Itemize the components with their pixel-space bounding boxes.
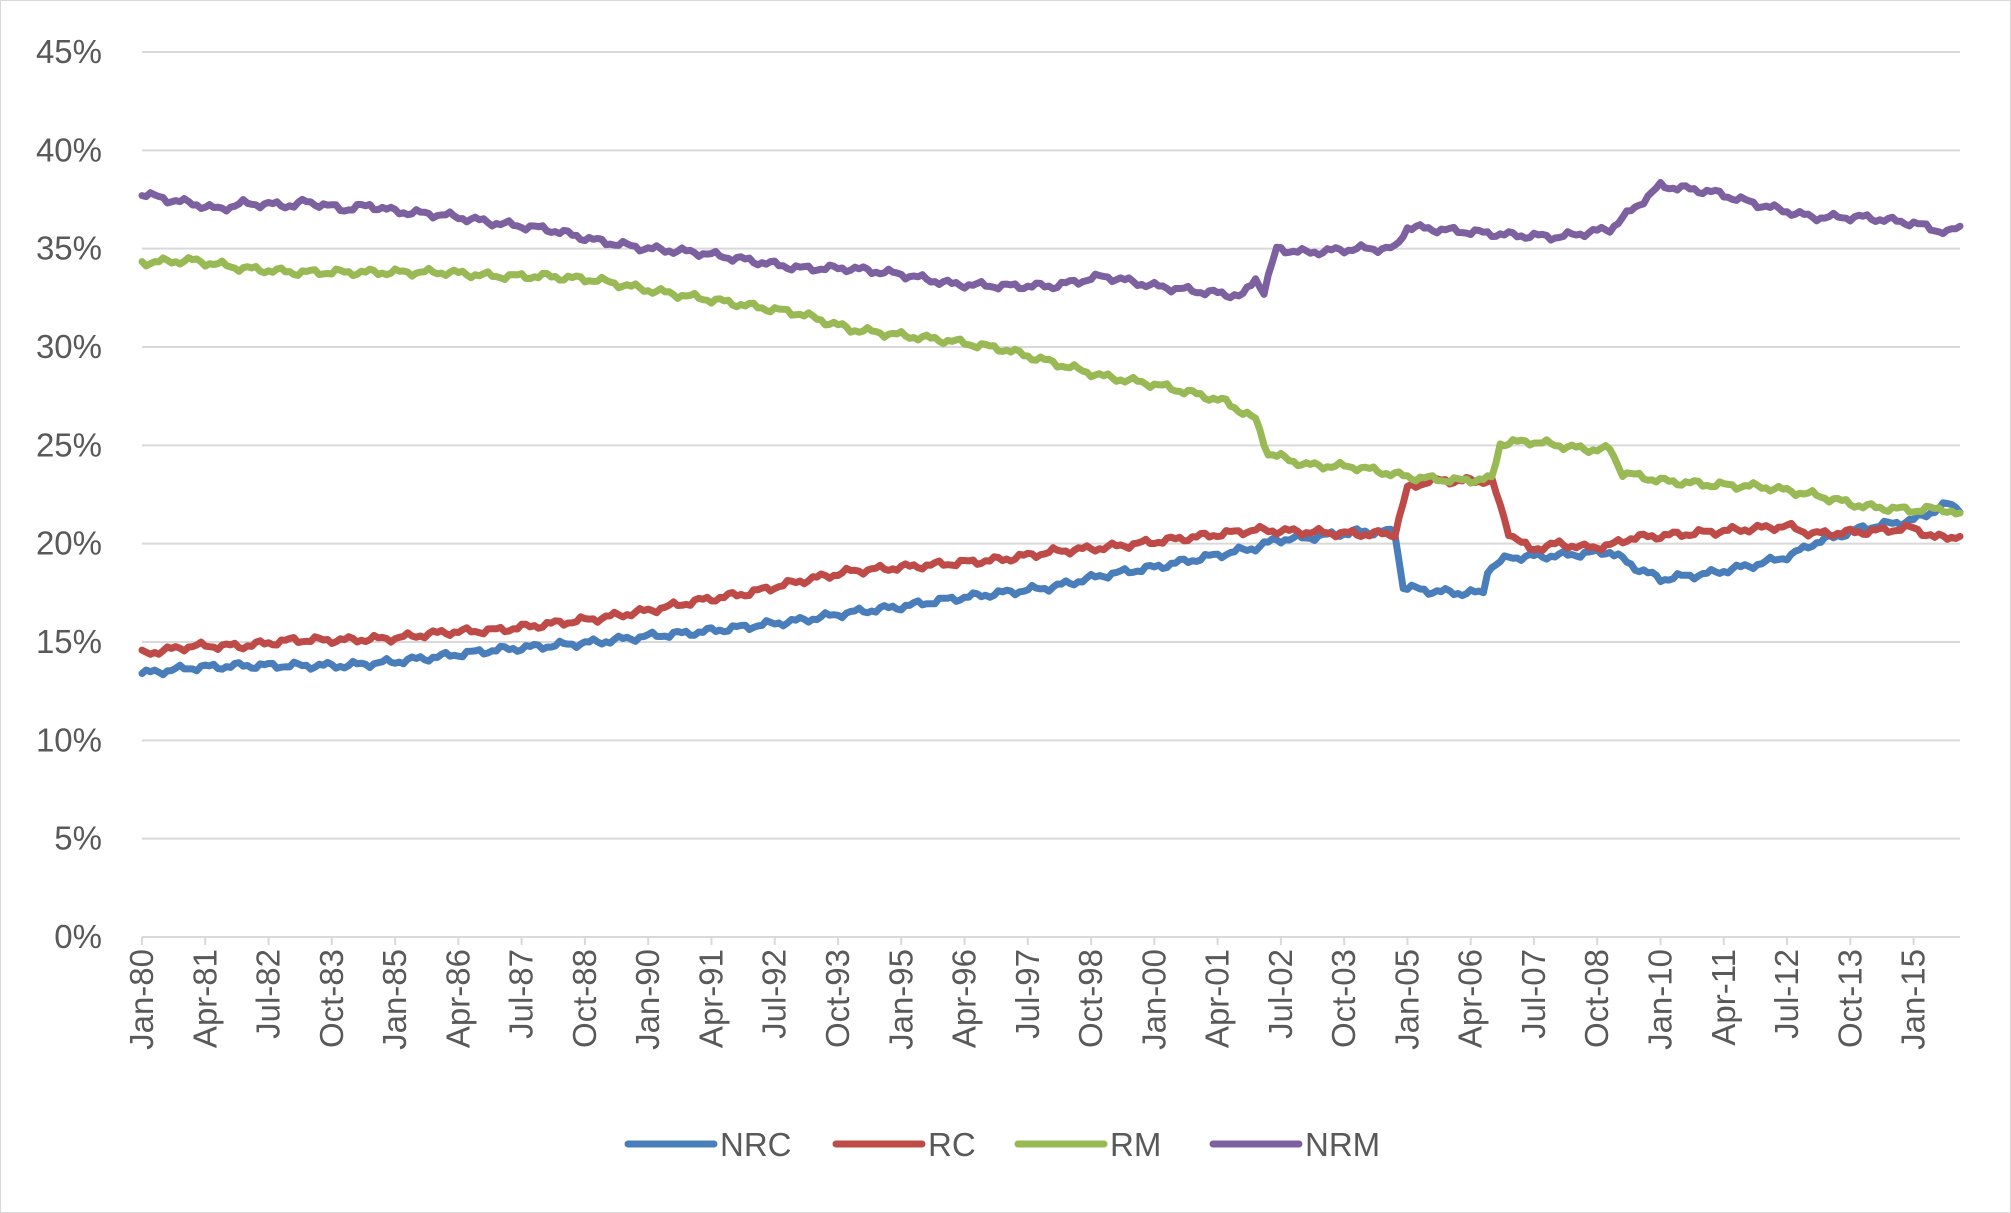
x-tick-label: Jan-90 (629, 949, 666, 1050)
x-tick-label: Jul-82 (250, 949, 287, 1039)
x-tick-label: Oct-03 (1325, 949, 1362, 1048)
x-tick-label: Oct-08 (1578, 949, 1615, 1048)
x-tick-label: Jul-92 (756, 949, 793, 1039)
x-tick-label: Jul-07 (1515, 949, 1552, 1039)
x-tick-label: Apr-06 (1452, 949, 1489, 1048)
x-tick-label: Jan-15 (1895, 949, 1932, 1050)
y-tick-label: 25% (36, 426, 102, 463)
y-tick-label: 10% (36, 721, 102, 758)
x-tick-label: Jan-80 (123, 949, 160, 1050)
y-tick-label: 5% (54, 820, 102, 857)
x-tick-label: Jan-00 (1135, 949, 1172, 1050)
x-tick-label: Oct-83 (313, 949, 350, 1048)
x-tick-label: Oct-13 (1831, 949, 1868, 1048)
x-tick-label: Jul-12 (1768, 949, 1805, 1039)
legend-label-rm: RM (1110, 1126, 1161, 1163)
legend-label-nrc: NRC (720, 1126, 792, 1163)
series-line-rc (138, 473, 1964, 658)
gridlines (142, 51, 1960, 840)
y-tick-label: 20% (36, 525, 102, 562)
series-line-nrc (138, 499, 1964, 679)
series-line-rm (138, 254, 1964, 518)
legend-label-nrm: NRM (1305, 1126, 1380, 1163)
y-tick-label: 15% (36, 623, 102, 660)
x-tick-label: Apr-81 (186, 949, 223, 1048)
x-tick-label: Oct-98 (1072, 949, 1109, 1048)
x-tick-label: Apr-86 (439, 949, 476, 1048)
x-tick-label: Apr-96 (946, 949, 983, 1048)
series-line-nrm (138, 179, 1964, 302)
x-tick-label: Jan-10 (1642, 949, 1679, 1050)
y-tick-label: 0% (54, 918, 102, 955)
x-tick-label: Jul-97 (1009, 949, 1046, 1039)
legend: NRC RC RM NRM (624, 1126, 1380, 1163)
x-tick-label: Jul-02 (1262, 949, 1299, 1039)
x-tick-label: Jan-05 (1388, 949, 1425, 1050)
y-tick-label: 45% (36, 33, 102, 70)
x-tick-label: Apr-11 (1705, 949, 1742, 1046)
y-tick-label: 35% (36, 230, 102, 267)
y-tick-label: 30% (36, 328, 102, 365)
series-lines (138, 179, 1964, 679)
x-tick-label: Apr-01 (1199, 949, 1236, 1048)
x-tick-label: Jan-95 (882, 949, 919, 1050)
x-tick-label: Jan-85 (376, 949, 413, 1050)
y-axis-ticks: 0% 5% 10% 15% 20% 25% 30% 35% 40% 45% (36, 33, 102, 955)
x-tick-label: Oct-93 (819, 949, 856, 1048)
y-tick-label: 40% (36, 131, 102, 168)
legend-label-rc: RC (928, 1126, 976, 1163)
x-tick-label: Jul-87 (503, 949, 540, 1039)
x-axis-ticks: Jan-80 Apr-81 Jul-82 Oct-83 Jan-85 Apr-86 Jul-… (123, 937, 1932, 1050)
x-tick-label: Apr-91 (692, 949, 729, 1048)
x-tick-label: Oct-88 (566, 949, 603, 1048)
